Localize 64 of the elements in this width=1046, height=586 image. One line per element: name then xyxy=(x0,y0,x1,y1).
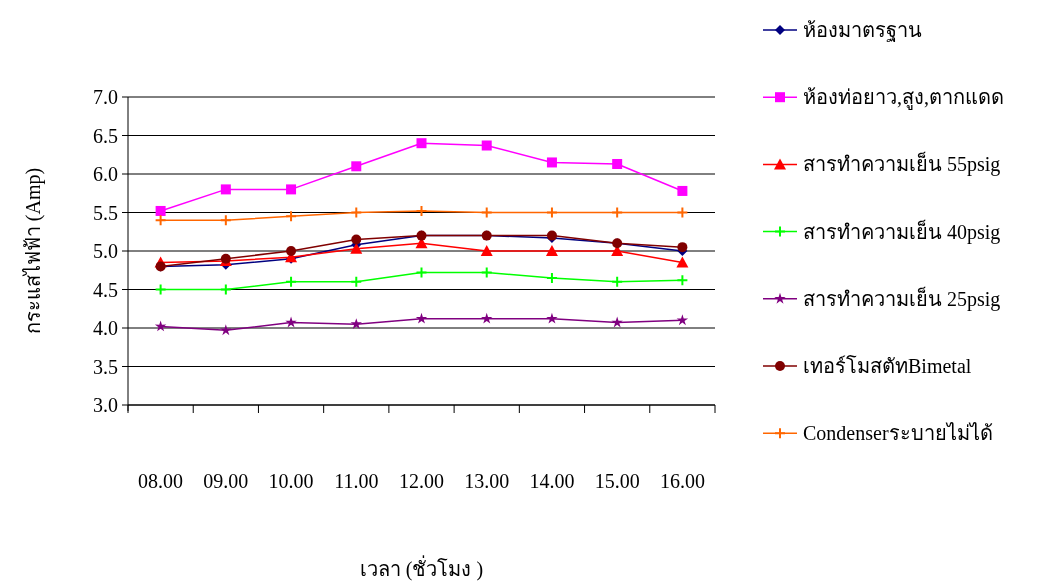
point xyxy=(480,206,493,219)
x-tick-label: 10.00 xyxy=(268,470,314,492)
point xyxy=(677,185,688,196)
point xyxy=(286,184,297,195)
x-tick-label: 13.00 xyxy=(464,470,510,492)
y-tick-label: 5.5 xyxy=(93,201,118,224)
point xyxy=(350,206,363,219)
legend-label: สารทำความเย็น 55psig xyxy=(803,151,1001,177)
point xyxy=(480,245,493,256)
x-tick-label: 15.00 xyxy=(594,470,640,492)
x-tick-label: 14.00 xyxy=(529,470,575,492)
x-axis-title: เวลา (ชั่วโมง ) xyxy=(359,555,484,581)
legend-label: ห้องมาตรฐาน xyxy=(803,19,922,42)
point xyxy=(612,158,623,169)
y-tick-label: 4.5 xyxy=(93,278,118,301)
y-tick-label: 3.0 xyxy=(93,394,118,416)
point xyxy=(676,274,689,287)
point xyxy=(676,206,689,219)
point xyxy=(611,206,624,219)
x-tick-label: 09.00 xyxy=(203,470,249,492)
y-axis-title: กระแสไฟฟ้า (Amp) xyxy=(22,167,45,335)
point xyxy=(219,283,232,296)
y-tick-label: 4.0 xyxy=(93,317,118,339)
point xyxy=(416,138,427,149)
point xyxy=(285,316,297,328)
point xyxy=(545,206,558,219)
point xyxy=(481,140,492,151)
point xyxy=(220,184,231,195)
point xyxy=(154,320,167,332)
point xyxy=(220,324,232,336)
point xyxy=(155,205,166,216)
y-tick-label: 6.5 xyxy=(93,124,118,147)
point xyxy=(154,283,167,296)
point xyxy=(351,234,362,245)
point xyxy=(611,275,624,288)
point xyxy=(545,245,558,256)
point xyxy=(546,312,558,324)
point xyxy=(351,161,362,172)
legend-label: เทอร์โมสตัทBimetal xyxy=(803,355,972,377)
point xyxy=(480,266,493,279)
point xyxy=(481,312,493,324)
x-tick-label: 11.00 xyxy=(334,470,379,492)
x-tick-label: 16.00 xyxy=(659,470,705,492)
point xyxy=(350,275,363,288)
point xyxy=(286,246,297,256)
legend-label: สารทำความเย็น 40psig xyxy=(803,218,1001,244)
point xyxy=(154,214,167,227)
point xyxy=(546,157,557,168)
point xyxy=(676,256,689,268)
y-tick-label: 5.0 xyxy=(93,240,118,262)
legend-label: Condenserระบายไม่ได้ xyxy=(803,422,993,445)
point xyxy=(676,314,689,326)
legend-label: สารทำความเย็น 25psig xyxy=(803,285,1001,311)
y-tick-label: 6.0 xyxy=(93,163,118,185)
point xyxy=(219,214,232,227)
y-tick-label: 7.0 xyxy=(93,86,118,108)
point xyxy=(350,318,362,329)
point xyxy=(677,242,688,253)
legend-label: ห้องท่อยาว,สูง,ตากแดด xyxy=(803,86,1004,111)
x-tick-label: 08.00 xyxy=(138,470,184,492)
x-tick-label: 12.00 xyxy=(399,470,444,492)
point xyxy=(415,266,428,279)
y-tick-label: 3.5 xyxy=(93,355,118,378)
point xyxy=(415,312,428,324)
